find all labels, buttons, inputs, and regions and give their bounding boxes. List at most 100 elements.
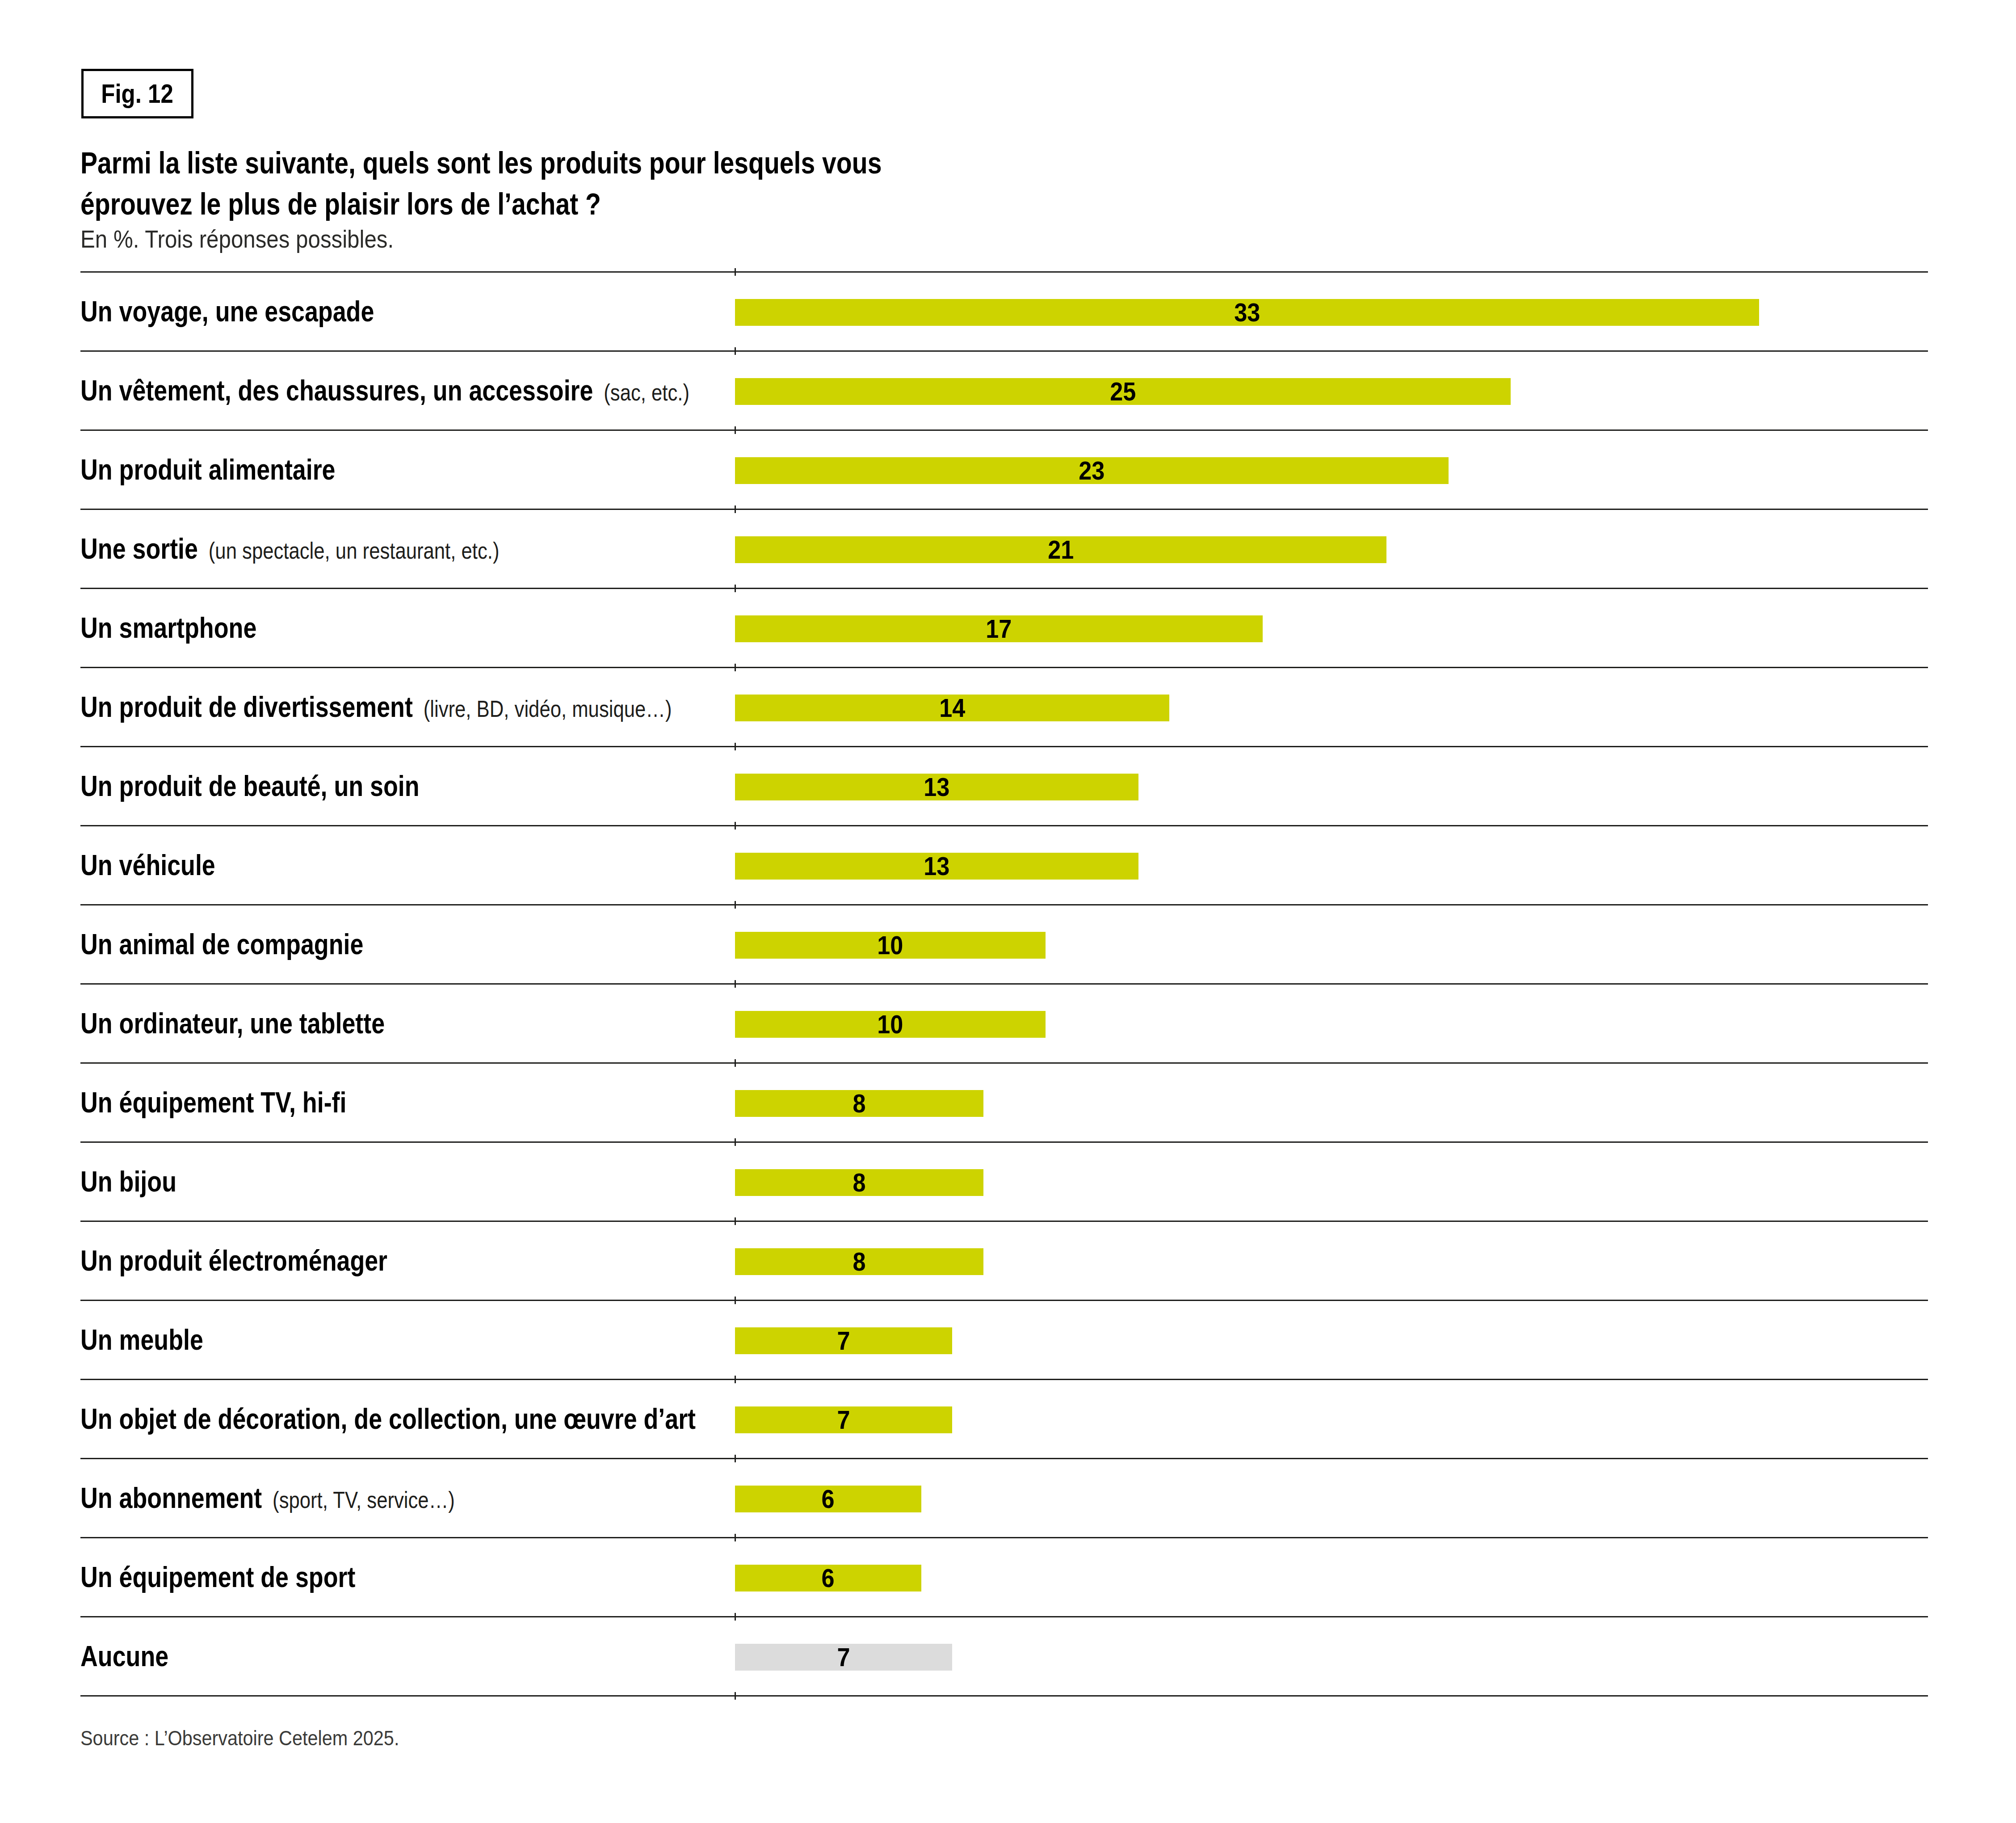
category-label: Un smartphone: [80, 612, 256, 644]
chart-row: Un produit électroménager 8: [80, 1221, 1928, 1300]
bar-value-label: 25: [1110, 378, 1136, 405]
category-label: Un produit alimentaire: [80, 454, 336, 486]
row-label: Un véhicule: [80, 826, 241, 904]
bar-value-label: 23: [1079, 457, 1105, 484]
bar-value-label: 13: [924, 853, 949, 880]
axis-tick: [735, 1059, 736, 1067]
chart-row: Un produit alimentaire 23: [80, 429, 1928, 509]
chart-row: Un abonnement (sport, TV, service…) 6: [80, 1458, 1928, 1537]
chart-subtitle: En %. Trois réponses possibles.: [80, 223, 394, 255]
bar-value-label: 7: [837, 1644, 850, 1671]
axis-tick: [735, 426, 736, 434]
category-label: Un vêtement, des chaussures, un accessoi…: [80, 375, 593, 407]
figure-number-label: Fig. 12: [101, 78, 174, 109]
bar-value-label: 14: [939, 695, 965, 721]
source-note: Source : L’Observatoire Cetelem 2025.: [80, 1726, 399, 1750]
row-label: Un équipement de sport: [80, 1538, 408, 1616]
category-label: Un produit de beauté, un soin: [80, 770, 420, 802]
axis-tick: [735, 1692, 736, 1700]
row-label: Un meuble: [80, 1301, 227, 1379]
category-note: (livre, BD, vidéo, musique…): [418, 696, 672, 722]
bar: 6: [735, 1565, 921, 1591]
row-label: Un produit de divertissement (livre, BD,…: [80, 668, 785, 746]
category-label: Un voyage, une escapade: [80, 295, 374, 328]
chart-row: Un objet de décoration, de collection, u…: [80, 1379, 1928, 1458]
category-label: Un meuble: [80, 1324, 203, 1356]
bar-value-label: 21: [1048, 536, 1074, 563]
axis-tick: [735, 1297, 736, 1304]
category-note: (un spectacle, un restaurant, etc.): [203, 538, 500, 564]
bar: 21: [735, 536, 1386, 563]
axis-tick: [735, 1534, 736, 1541]
bar-value-label: 10: [877, 932, 903, 959]
category-label: Un objet de décoration, de collection, u…: [80, 1403, 696, 1435]
category-note: (sport, TV, service…): [267, 1487, 455, 1513]
bar: 10: [735, 1011, 1046, 1038]
category-label: Un ordinateur, une tablette: [80, 1007, 385, 1040]
chart-row: Un produit de divertissement (livre, BD,…: [80, 667, 1928, 746]
row-label: Un produit de beauté, un soin: [80, 747, 484, 825]
chart-title: Parmi la liste suivante, quels sont les …: [80, 142, 882, 224]
bottom-rule: [80, 1695, 1928, 1697]
row-label: Un ordinateur, une tablette: [80, 985, 443, 1062]
category-label: Aucune: [80, 1640, 168, 1672]
bar-value-label: 6: [822, 1565, 835, 1591]
chart-row: Un meuble 7: [80, 1300, 1928, 1379]
axis-tick: [735, 1138, 736, 1146]
category-label: Un bijou: [80, 1166, 176, 1198]
bar-value-label: 7: [837, 1406, 850, 1433]
row-label: Un abonnement (sport, TV, service…): [80, 1459, 526, 1537]
row-label: Un smartphone: [80, 589, 290, 667]
chart-row: Un bijou 8: [80, 1141, 1928, 1221]
bar-chart: Un voyage, une escapade 33 Un vêtement, …: [80, 271, 1928, 1697]
axis-tick: [735, 505, 736, 513]
category-label: Un animal de compagnie: [80, 928, 363, 960]
category-label: Un véhicule: [80, 849, 215, 881]
bar-value-label: 17: [986, 615, 1012, 642]
bar: 14: [735, 695, 1169, 721]
category-label: Un produit électroménager: [80, 1245, 387, 1277]
bar-value-label: 8: [853, 1090, 865, 1117]
chart-row: Un équipement de sport 6: [80, 1537, 1928, 1616]
category-label: Un équipement TV, hi-fi: [80, 1086, 346, 1119]
bar-value-label: 33: [1234, 299, 1260, 326]
row-label: Un voyage, une escapade: [80, 273, 430, 350]
axis-tick: [735, 743, 736, 750]
chart-row: Un animal de compagnie 10: [80, 904, 1928, 983]
bar-value-label: 13: [924, 774, 949, 800]
row-label: Un vêtement, des chaussures, un accessoi…: [80, 352, 806, 429]
bar: 6: [735, 1486, 921, 1512]
category-note: (sac, etc.): [598, 379, 689, 405]
bar: 10: [735, 932, 1046, 959]
bar: 7: [735, 1406, 952, 1433]
category-label: Un produit de divertissement: [80, 691, 413, 723]
chart-title-line-1: Parmi la liste suivante, quels sont les …: [80, 142, 882, 183]
figure-number-box: Fig. 12: [81, 69, 193, 118]
row-label: Aucune: [80, 1617, 185, 1695]
bar: 8: [735, 1248, 983, 1275]
row-label: Une sortie (un spectacle, un restaurant,…: [80, 510, 579, 588]
bar: 13: [735, 853, 1138, 880]
row-label: Un bijou: [80, 1143, 195, 1221]
chart-row: Un smartphone 17: [80, 588, 1928, 667]
chart-row: Un équipement TV, hi-fi 8: [80, 1062, 1928, 1141]
bar-value-label: 6: [822, 1486, 835, 1512]
category-label: Un équipement de sport: [80, 1561, 355, 1593]
bar-value-label: 7: [837, 1327, 850, 1354]
row-label: Un animal de compagnie: [80, 905, 417, 983]
row-label: Un équipement TV, hi-fi: [80, 1064, 397, 1141]
category-label: Une sortie: [80, 533, 198, 565]
chart-title-line-2: éprouvez le plus de plaisir lors de l’ac…: [80, 183, 882, 224]
bar: 7: [735, 1644, 952, 1671]
bar: 8: [735, 1090, 983, 1117]
chart-row: Une sortie (un spectacle, un restaurant,…: [80, 509, 1928, 588]
bar: 8: [735, 1169, 983, 1196]
axis-tick: [735, 901, 736, 909]
axis-tick: [735, 585, 736, 592]
axis-tick: [735, 268, 736, 276]
row-label: Un produit électroménager: [80, 1222, 446, 1300]
bar: 13: [735, 774, 1138, 800]
bar: 17: [735, 615, 1263, 642]
row-label: Un objet de décoration, de collection, u…: [80, 1380, 813, 1458]
axis-tick: [735, 1217, 736, 1225]
